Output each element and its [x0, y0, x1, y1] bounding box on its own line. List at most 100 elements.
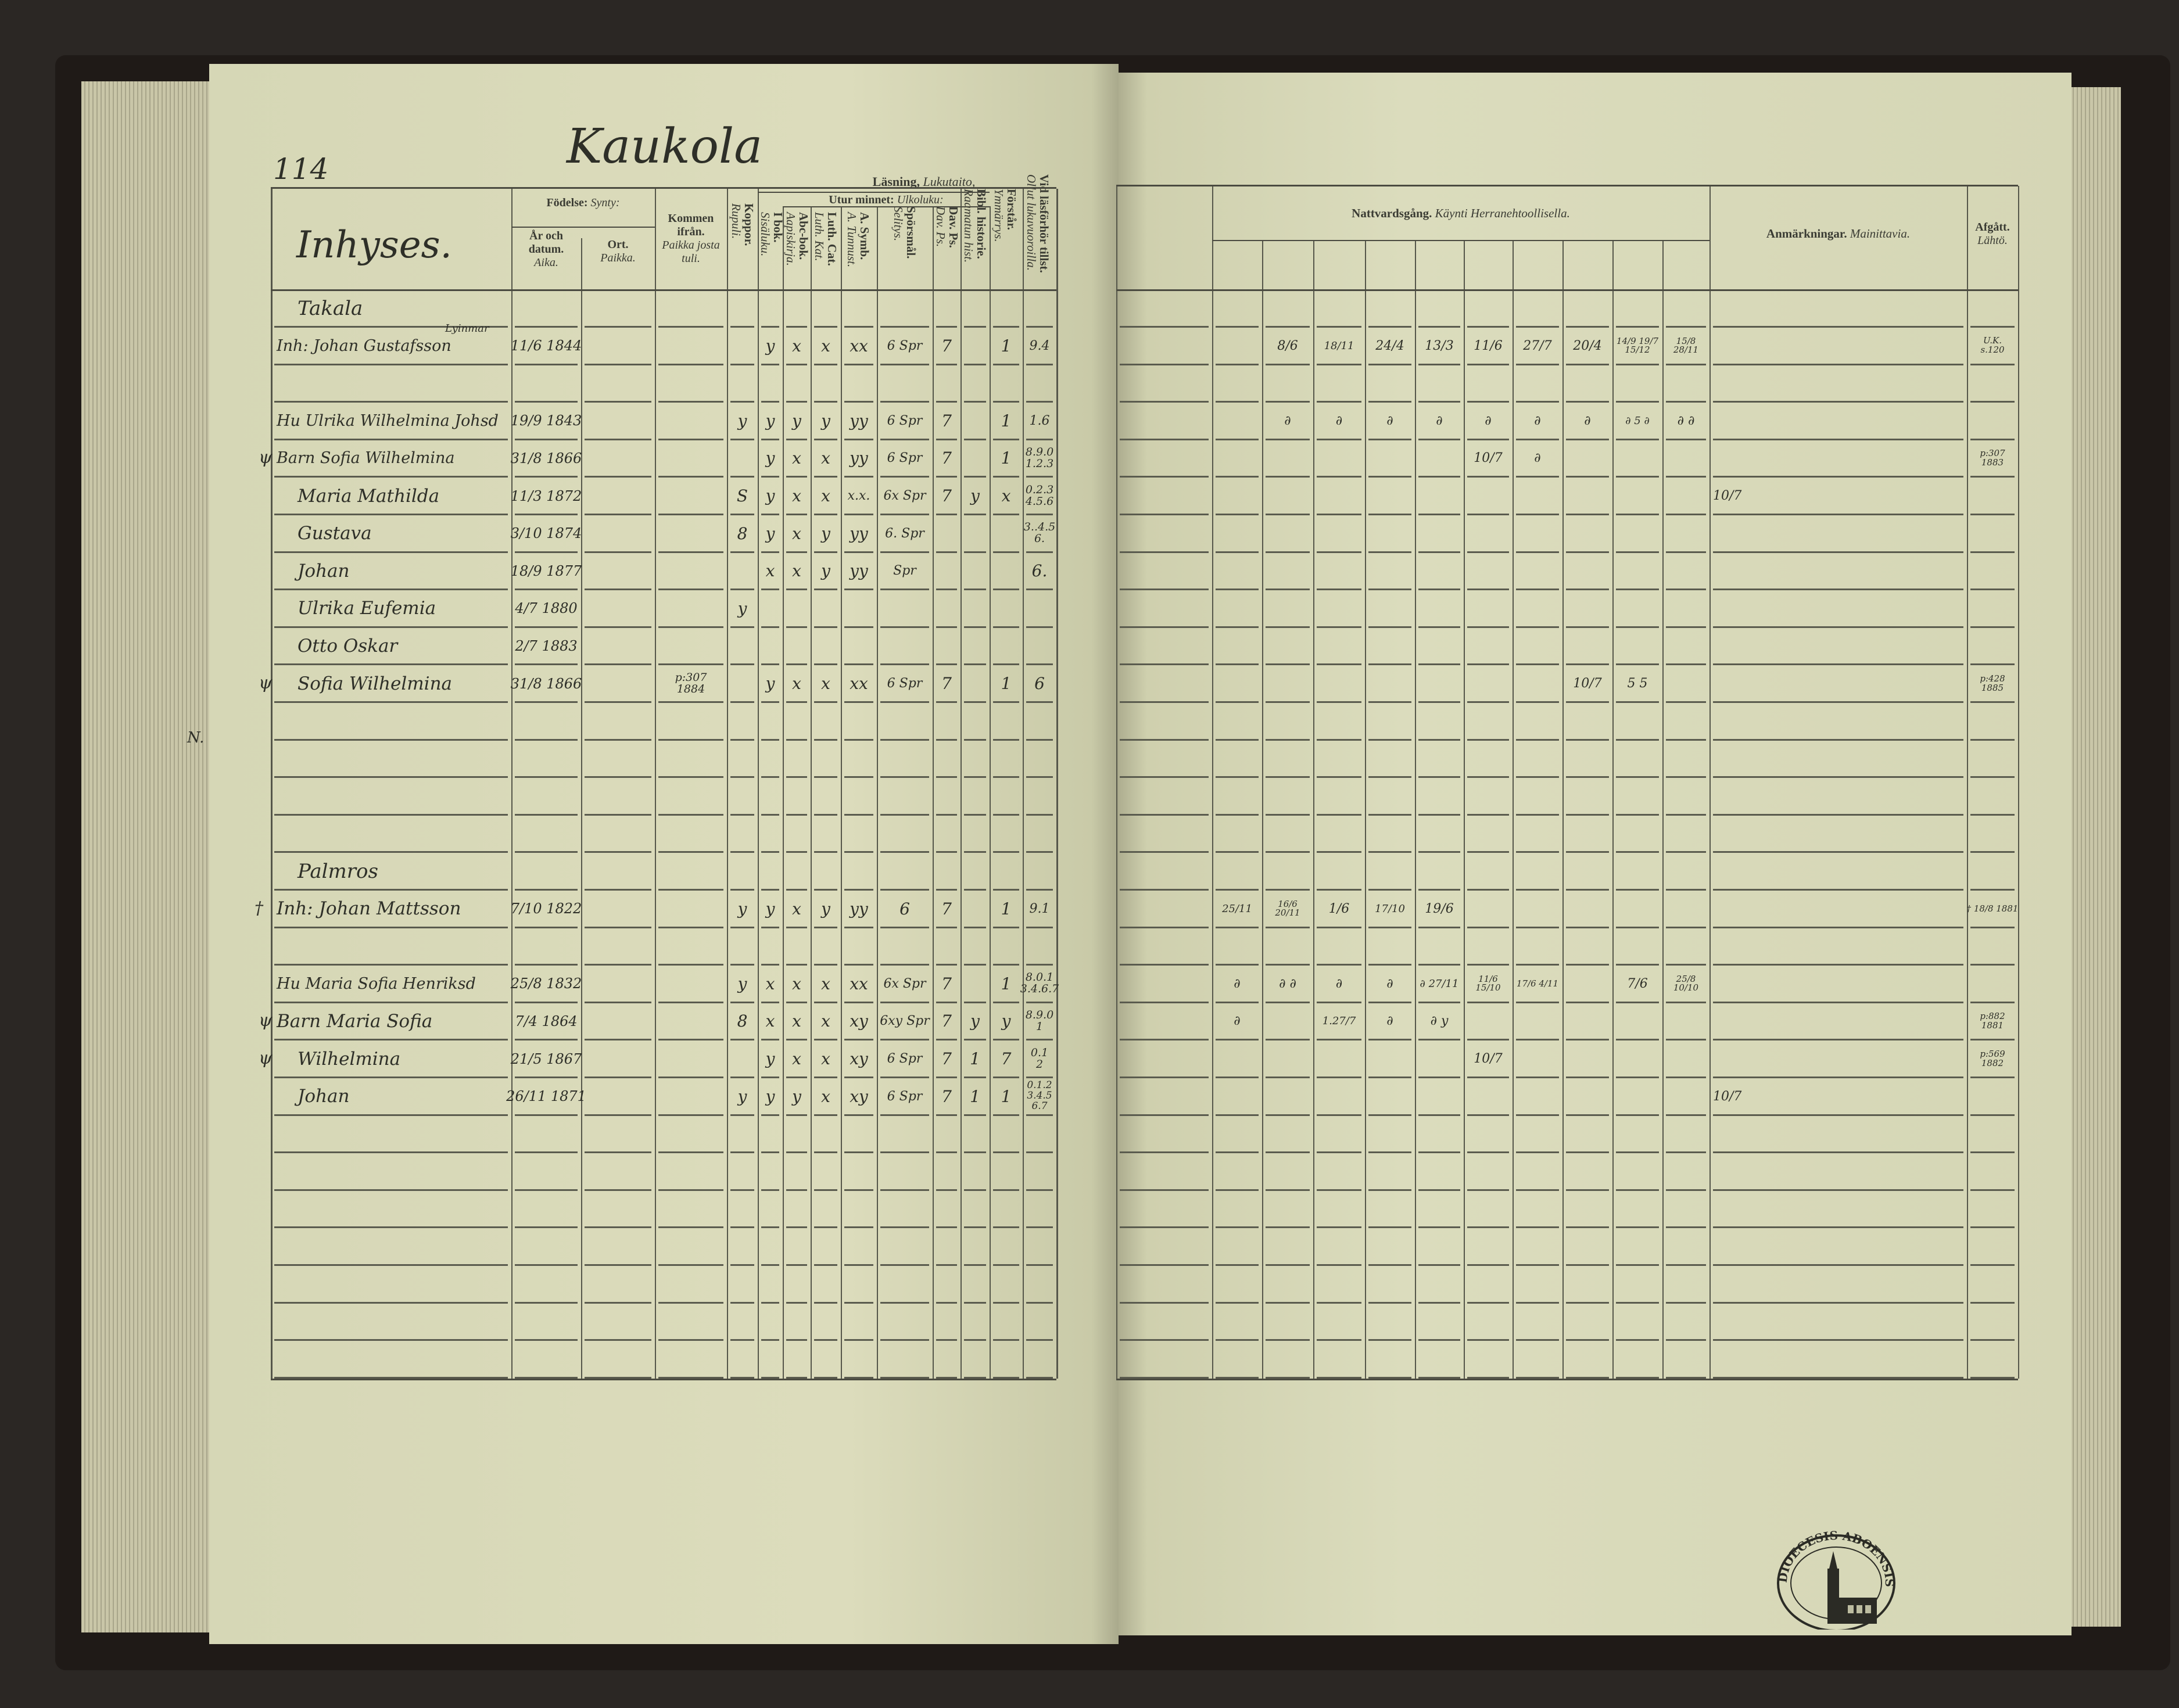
communion-cell: [1467, 1191, 1509, 1229]
communion-cell: [1418, 1341, 1460, 1379]
cell-departed: [1970, 778, 2015, 816]
communion-cell: [1266, 1229, 1310, 1266]
communion-cell: ∂: [1368, 403, 1411, 440]
cell-a-symb: xy: [844, 1079, 873, 1116]
cell-i-bok: x: [761, 1003, 779, 1041]
cell-i-bok: [761, 1116, 779, 1154]
cell-luth: [814, 704, 837, 741]
cell-pre: [1120, 1229, 1209, 1266]
communion-cell: [1467, 1229, 1509, 1266]
cell-departed: [1970, 1341, 2015, 1379]
communion-cell: [1266, 741, 1310, 778]
communion-cell: [1666, 741, 1706, 778]
cell-sporsmal: [880, 591, 929, 628]
communion-cell: ∂: [1368, 966, 1411, 1003]
cell-dav-ps: [936, 816, 957, 853]
communion-cell: 1/6: [1317, 891, 1361, 928]
birth-subheader-rule: [511, 227, 655, 228]
cell-departed: [1970, 553, 2015, 591]
cell-place: [585, 553, 651, 591]
cell-lasforhor: [1026, 1116, 1053, 1154]
cell-luth: x: [814, 666, 837, 703]
right-column-rule: [1415, 241, 1416, 1379]
cell-a-symb: xx: [844, 966, 873, 1003]
cell-pre: [1120, 1154, 1209, 1191]
resident-name: [274, 778, 508, 816]
left-column-rule: [841, 206, 842, 1379]
page-edges-left: [81, 81, 215, 1632]
cell-i-bok: x: [761, 553, 779, 591]
cell-bibl: y: [964, 478, 986, 515]
left-column-rule: [271, 189, 273, 1379]
communion-cell: [1317, 290, 1361, 328]
cell-departed: U.K. s.120: [1970, 328, 2015, 365]
resident-name: [274, 928, 508, 966]
cell-luth: x: [814, 478, 837, 515]
cell-birth: 11/3 1872: [511, 478, 582, 515]
cell-place: [585, 1041, 651, 1078]
cell-bibl: [964, 741, 986, 778]
cell-forstar: x: [993, 478, 1019, 515]
cell-pre: [1120, 1304, 1209, 1341]
row-marker-moved: ψ: [259, 1010, 273, 1031]
cell-remarks: [1713, 365, 1963, 403]
luth-header: Luth. Cat. Luth. Kat.: [812, 212, 840, 266]
i-bok-header: I bok. Sisäluku.: [758, 212, 786, 257]
cell-sporsmal: 6: [880, 891, 929, 928]
cell-lasforhor: 8.9.0 1.2.3: [1026, 440, 1053, 478]
communion-cell: [1616, 591, 1659, 628]
communion-cell: [1317, 1341, 1361, 1379]
sporsmal-header: Spörsmål. Selitys.: [891, 206, 919, 259]
cell-koppor: [730, 928, 754, 966]
cell-forstar: [993, 628, 1019, 666]
cell-pre: [1120, 1266, 1209, 1304]
cell-bibl: [964, 816, 986, 853]
cell-lasforhor: 9.4: [1026, 328, 1053, 365]
cell-birth: 7/10 1822: [511, 891, 582, 928]
resident-name: [274, 1154, 508, 1191]
communion-cell: [1516, 1229, 1559, 1266]
cell-remarks: [1713, 966, 1963, 1003]
cell-dav-ps: [936, 290, 957, 328]
cell-departed: [1970, 365, 2015, 403]
cell-luth: [814, 1191, 837, 1229]
cell-koppor: [730, 853, 754, 891]
communion-cell: [1467, 628, 1509, 666]
left-column-rule: [933, 206, 934, 1379]
communion-cell: [1317, 853, 1361, 891]
cell-sporsmal: 6x Spr: [880, 966, 929, 1003]
cell-luth: [814, 591, 837, 628]
cell-koppor: [730, 778, 754, 816]
cell-remarks: [1713, 853, 1963, 891]
cell-a-symb: [844, 741, 873, 778]
left-column-rule: [1056, 189, 1058, 1379]
cell-remarks: [1713, 1191, 1963, 1229]
communion-cell: [1666, 1229, 1706, 1266]
cell-lasforhor: [1026, 741, 1053, 778]
communion-cell: [1418, 778, 1460, 816]
cell-dav-ps: [936, 1116, 957, 1154]
cell-sporsmal: [880, 365, 929, 403]
communion-cell: [1368, 1229, 1411, 1266]
cell-pre: [1120, 816, 1209, 853]
cell-abc: x: [786, 1041, 807, 1078]
communion-cell: [1266, 1079, 1310, 1116]
communion-cell: [1467, 1266, 1509, 1304]
remarks-header: Anmärkningar. Mainittavia.: [1766, 227, 1911, 241]
communion-cell: [1467, 591, 1509, 628]
cell-remarks: [1713, 553, 1963, 591]
cell-a-symb: xx: [844, 328, 873, 365]
communion-cell: [1566, 741, 1609, 778]
cell-i-bok: y: [761, 666, 779, 703]
communion-cell: 25/11: [1216, 891, 1259, 928]
resident-name: [274, 1116, 508, 1154]
communion-cell: [1368, 1041, 1411, 1078]
communion-cell: [1666, 1116, 1706, 1154]
communion-cell: [1266, 666, 1310, 703]
cell-bibl: 1: [964, 1041, 986, 1078]
communion-cell: [1368, 1079, 1411, 1116]
cell-sporsmal: Spr: [880, 553, 929, 591]
left-column-rule: [990, 206, 991, 1379]
communion-cell: [1216, 440, 1259, 478]
communion-cell: 10/7: [1467, 440, 1509, 478]
